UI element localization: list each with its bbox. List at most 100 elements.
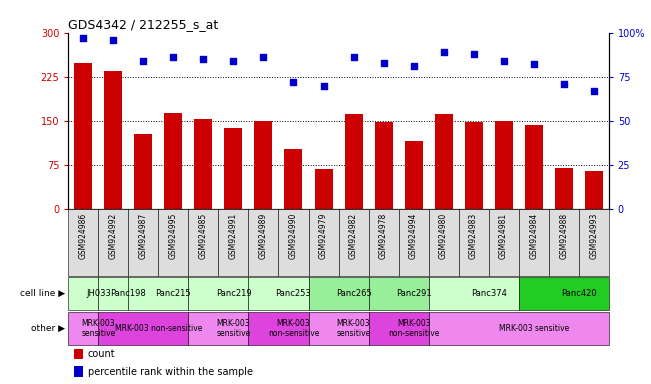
Bar xyxy=(374,122,393,209)
FancyBboxPatch shape xyxy=(249,277,309,310)
Point xyxy=(438,49,449,55)
FancyBboxPatch shape xyxy=(279,209,309,276)
Text: GSM924989: GSM924989 xyxy=(259,213,268,259)
FancyBboxPatch shape xyxy=(309,312,368,345)
Bar xyxy=(495,121,512,209)
Text: Panc374: Panc374 xyxy=(471,289,506,298)
Text: count: count xyxy=(88,349,115,359)
FancyBboxPatch shape xyxy=(68,312,98,345)
Point xyxy=(168,54,178,60)
FancyBboxPatch shape xyxy=(368,209,398,276)
Bar xyxy=(284,149,303,209)
Text: JH033: JH033 xyxy=(86,289,111,298)
Bar xyxy=(344,114,363,209)
FancyBboxPatch shape xyxy=(428,277,519,310)
Bar xyxy=(255,121,273,209)
Point xyxy=(78,35,89,41)
Text: other ▶: other ▶ xyxy=(31,324,65,333)
Bar xyxy=(585,171,603,209)
Bar xyxy=(74,349,83,359)
FancyBboxPatch shape xyxy=(309,209,339,276)
FancyBboxPatch shape xyxy=(398,209,428,276)
Text: GSM924981: GSM924981 xyxy=(499,213,508,259)
Point xyxy=(378,60,389,66)
Bar xyxy=(104,71,122,209)
Text: GSM924995: GSM924995 xyxy=(169,213,178,259)
Text: Panc198: Panc198 xyxy=(111,289,146,298)
FancyBboxPatch shape xyxy=(368,277,428,310)
Point xyxy=(138,58,148,64)
Text: GSM924993: GSM924993 xyxy=(589,213,598,259)
FancyBboxPatch shape xyxy=(489,209,519,276)
Text: GSM924994: GSM924994 xyxy=(409,213,418,259)
Bar xyxy=(165,113,182,209)
Text: Panc265: Panc265 xyxy=(336,289,372,298)
Text: GSM924991: GSM924991 xyxy=(229,213,238,259)
FancyBboxPatch shape xyxy=(188,277,249,310)
FancyBboxPatch shape xyxy=(428,312,609,345)
Text: GSM924982: GSM924982 xyxy=(349,213,358,259)
Text: GSM924992: GSM924992 xyxy=(109,213,118,259)
Bar xyxy=(435,114,452,209)
FancyBboxPatch shape xyxy=(98,277,128,310)
FancyBboxPatch shape xyxy=(68,277,98,310)
Point xyxy=(318,83,329,89)
Text: MRK-003 sensitive: MRK-003 sensitive xyxy=(499,324,569,333)
Text: Panc291: Panc291 xyxy=(396,289,432,298)
Bar xyxy=(134,134,152,209)
FancyBboxPatch shape xyxy=(98,209,128,276)
Point xyxy=(529,61,539,68)
Text: GSM924986: GSM924986 xyxy=(79,213,88,259)
Text: GSM924983: GSM924983 xyxy=(469,213,478,259)
FancyBboxPatch shape xyxy=(128,277,188,310)
FancyBboxPatch shape xyxy=(158,209,188,276)
Text: Panc253: Panc253 xyxy=(275,289,311,298)
Text: MRK-003
non-sensitive: MRK-003 non-sensitive xyxy=(268,319,319,338)
Bar xyxy=(74,63,92,209)
Point xyxy=(288,79,299,85)
Text: GSM924987: GSM924987 xyxy=(139,213,148,259)
Bar xyxy=(314,169,333,209)
FancyBboxPatch shape xyxy=(98,312,188,345)
FancyBboxPatch shape xyxy=(128,209,158,276)
Bar xyxy=(555,168,573,209)
Text: MRK-003
non-sensitive: MRK-003 non-sensitive xyxy=(388,319,439,338)
FancyBboxPatch shape xyxy=(368,312,428,345)
Bar xyxy=(465,122,482,209)
FancyBboxPatch shape xyxy=(249,312,309,345)
Text: Panc219: Panc219 xyxy=(215,289,251,298)
Text: GSM924990: GSM924990 xyxy=(289,213,298,259)
Point xyxy=(258,54,269,60)
FancyBboxPatch shape xyxy=(458,209,489,276)
Point xyxy=(499,58,509,64)
FancyBboxPatch shape xyxy=(188,209,219,276)
Text: GSM924985: GSM924985 xyxy=(199,213,208,259)
FancyBboxPatch shape xyxy=(549,209,579,276)
FancyBboxPatch shape xyxy=(68,209,98,276)
Point xyxy=(469,51,479,57)
Point xyxy=(348,54,359,60)
Bar xyxy=(195,119,212,209)
Point xyxy=(229,58,239,64)
Point xyxy=(559,81,569,87)
Text: Panc215: Panc215 xyxy=(156,289,191,298)
Text: percentile rank within the sample: percentile rank within the sample xyxy=(88,366,253,377)
FancyBboxPatch shape xyxy=(309,277,368,310)
Text: MRK-003
sensitive: MRK-003 sensitive xyxy=(216,319,251,338)
Text: MRK-003
sensitive: MRK-003 sensitive xyxy=(81,319,115,338)
Text: GDS4342 / 212255_s_at: GDS4342 / 212255_s_at xyxy=(68,18,219,31)
FancyBboxPatch shape xyxy=(519,209,549,276)
Point xyxy=(198,56,208,62)
Bar xyxy=(74,366,83,377)
Point xyxy=(408,63,419,69)
Text: MRK-003
sensitive: MRK-003 sensitive xyxy=(337,319,370,338)
FancyBboxPatch shape xyxy=(249,209,279,276)
Point xyxy=(589,88,599,94)
Text: GSM924984: GSM924984 xyxy=(529,213,538,259)
Text: GSM924979: GSM924979 xyxy=(319,213,328,259)
Text: GSM924978: GSM924978 xyxy=(379,213,388,259)
Text: Panc420: Panc420 xyxy=(561,289,596,298)
Text: MRK-003 non-sensitive: MRK-003 non-sensitive xyxy=(115,324,202,333)
Bar xyxy=(225,128,242,209)
FancyBboxPatch shape xyxy=(428,209,458,276)
